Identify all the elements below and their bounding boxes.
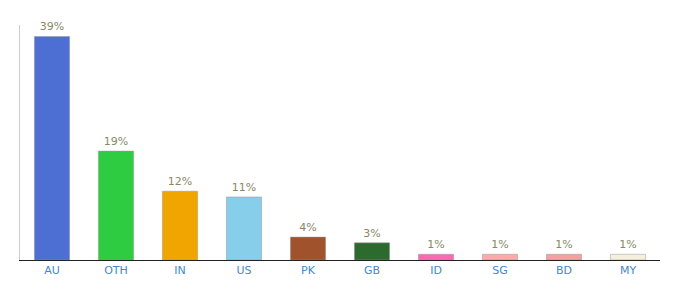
svg-text:ID: ID [430, 264, 442, 277]
svg-text:11%: 11% [232, 181, 256, 194]
svg-text:12%: 12% [168, 175, 192, 188]
svg-text:PK: PK [301, 264, 316, 277]
svg-text:GB: GB [364, 264, 380, 277]
svg-text:US: US [236, 264, 251, 277]
svg-text:19%: 19% [104, 135, 128, 148]
svg-text:AU: AU [44, 264, 60, 277]
svg-text:MY: MY [620, 264, 636, 277]
svg-text:BD: BD [556, 264, 572, 277]
svg-text:SG: SG [492, 264, 508, 277]
svg-text:3%: 3% [363, 227, 380, 240]
svg-text:1%: 1% [619, 238, 636, 251]
svg-text:OTH: OTH [104, 264, 128, 277]
svg-text:1%: 1% [555, 238, 572, 251]
svg-text:39%: 39% [40, 20, 64, 33]
svg-text:1%: 1% [427, 238, 444, 251]
svg-text:1%: 1% [491, 238, 508, 251]
svg-text:4%: 4% [299, 221, 316, 234]
svg-text:IN: IN [174, 264, 185, 277]
